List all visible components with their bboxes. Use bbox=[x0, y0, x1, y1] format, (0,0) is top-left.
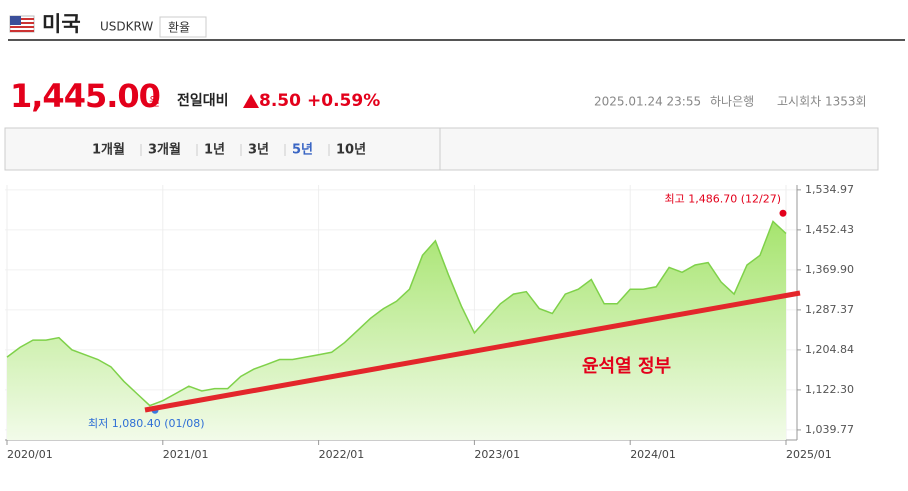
x-tick-label: 2022/01 bbox=[319, 448, 365, 461]
price: 1,445.00 bbox=[10, 77, 160, 115]
x-tick-label: 2023/01 bbox=[474, 448, 520, 461]
tab[interactable]: 1년 bbox=[204, 143, 225, 158]
datetime: 2025.01.24 23:55 bbox=[594, 95, 701, 109]
up-arrow bbox=[243, 94, 259, 108]
title: 미국 bbox=[42, 12, 81, 36]
x-tick-label: 2020/01 bbox=[7, 448, 53, 461]
y-tick-label: 1,452.43 bbox=[805, 223, 854, 236]
bank: 하나은행 bbox=[710, 94, 754, 109]
tab[interactable]: 3개월 bbox=[148, 142, 181, 158]
line bbox=[6, 220, 787, 407]
tab[interactable]: 3년 bbox=[248, 143, 269, 158]
tab[interactable]: 1개월 bbox=[92, 142, 125, 158]
change: 8.50 bbox=[259, 91, 301, 111]
round: 고시회차 1353회 bbox=[777, 95, 867, 109]
rate-button[interactable] bbox=[159, 16, 207, 38]
y-tick-label: 1,204.84 bbox=[805, 343, 854, 356]
code: USDKRW bbox=[100, 20, 153, 34]
y-tick-label: 1,039.77 bbox=[805, 423, 854, 436]
high-label: 최고 1,486.70 (12/27) bbox=[664, 192, 781, 205]
y-tick-label: 1,534.97 bbox=[805, 183, 854, 196]
y-tick-label: 1,122.30 bbox=[805, 383, 854, 396]
flag bbox=[9, 15, 35, 33]
y-tick-label: 1,287.37 bbox=[805, 303, 854, 316]
trend-line bbox=[144, 290, 801, 413]
rate-button-label[interactable]: 환율 bbox=[168, 21, 190, 35]
x-tick-label: 2024/01 bbox=[630, 448, 676, 461]
change-label: 전일대비 bbox=[177, 92, 229, 109]
tab[interactable]: 5년 bbox=[292, 143, 313, 158]
x-tick-label: 2021/01 bbox=[163, 448, 209, 461]
area bbox=[7, 221, 786, 440]
y-tick-label: 1,369.90 bbox=[805, 263, 854, 276]
price-unit: 원 bbox=[149, 95, 160, 109]
x-tick-label: 2025/01 bbox=[786, 448, 832, 461]
low-label: 최저 1,080.40 (01/08) bbox=[88, 417, 205, 430]
change-pct: +0.59% bbox=[307, 91, 380, 111]
annotation: 윤석열 정부 bbox=[582, 356, 671, 377]
high-marker bbox=[779, 209, 787, 217]
tab-bar bbox=[4, 127, 879, 171]
tab[interactable]: 10년 bbox=[336, 143, 366, 158]
